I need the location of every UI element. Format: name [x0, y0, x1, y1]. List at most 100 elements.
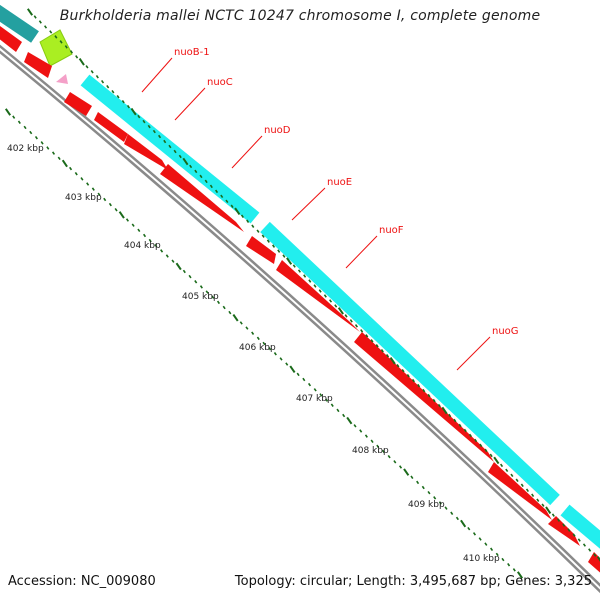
- minor-tick: [49, 30, 53, 34]
- green-feature[interactable]: [39, 29, 73, 67]
- cds-feature[interactable]: [160, 164, 244, 232]
- minor-tick: [531, 493, 535, 497]
- minor-tick: [245, 326, 249, 330]
- outer-ticks: [26, 8, 600, 562]
- minor-tick: [239, 321, 243, 325]
- minor-tick: [173, 149, 177, 154]
- minor-tick: [46, 146, 50, 150]
- gene-label[interactable]: nuoB-1: [174, 47, 210, 58]
- minor-tick: [97, 192, 101, 197]
- cds-feature[interactable]: [588, 552, 600, 576]
- gene-label[interactable]: nuoD: [264, 125, 291, 136]
- minor-tick: [296, 372, 300, 377]
- minor-tick: [261, 234, 265, 238]
- major-tick: [182, 157, 189, 166]
- major-tick: [596, 556, 600, 562]
- minor-tick: [313, 388, 317, 392]
- gene-label[interactable]: nuoG: [492, 326, 519, 337]
- cds-feature[interactable]: [488, 462, 552, 520]
- minor-tick: [432, 398, 436, 403]
- minor-tick: [215, 189, 219, 194]
- minor-tick: [500, 463, 504, 468]
- minor-tick: [154, 244, 158, 248]
- pink-feature[interactable]: [56, 74, 68, 84]
- minor-tick: [334, 304, 338, 308]
- minor-tick: [163, 139, 167, 144]
- minor-tick: [251, 224, 255, 228]
- minor-tick: [479, 443, 483, 448]
- minor-tick: [453, 418, 457, 423]
- minor-tick: [365, 334, 369, 338]
- major-tick: [337, 307, 344, 315]
- minor-tick: [282, 254, 286, 258]
- gene-label[interactable]: nuoE: [327, 177, 352, 188]
- minor-tick: [297, 269, 301, 273]
- minor-tick: [472, 532, 477, 536]
- cds-feature[interactable]: [24, 52, 52, 78]
- minor-tick: [277, 249, 281, 253]
- cds-feature[interactable]: [246, 236, 276, 264]
- minor-tick: [474, 438, 478, 443]
- minor-tick: [313, 284, 317, 288]
- major-tick: [26, 8, 34, 16]
- major-tick: [389, 356, 396, 365]
- cds-feature[interactable]: [124, 134, 168, 170]
- minor-tick: [567, 528, 571, 532]
- minor-tick: [225, 199, 229, 204]
- minor-tick: [588, 548, 592, 552]
- minor-tick: [381, 449, 386, 454]
- minor-tick: [106, 84, 110, 89]
- minor-tick: [448, 413, 452, 418]
- reverse-strand-track: [0, 26, 600, 576]
- cds-feature[interactable]: [276, 260, 360, 332]
- minor-tick: [292, 264, 296, 268]
- major-tick: [460, 519, 467, 528]
- minor-tick: [468, 433, 472, 438]
- minor-tick: [478, 537, 482, 541]
- cds-feature[interactable]: [94, 112, 128, 142]
- minor-tick: [536, 498, 540, 502]
- cds-feature[interactable]: [354, 332, 494, 462]
- gene-label[interactable]: nuoF: [379, 225, 404, 236]
- minor-tick: [268, 346, 272, 351]
- minor-tick: [142, 233, 147, 238]
- minor-tick: [450, 511, 454, 515]
- cds-feature[interactable]: [548, 516, 580, 546]
- minor-tick: [44, 25, 48, 29]
- kbp-label: 404 kbp: [124, 241, 161, 251]
- minor-tick: [103, 197, 107, 202]
- minor-tick: [230, 204, 234, 209]
- minor-tick: [91, 187, 95, 191]
- minor-tick: [152, 129, 156, 134]
- minor-tick: [279, 357, 283, 361]
- minor-tick: [240, 214, 244, 218]
- minor-tick: [251, 331, 255, 335]
- minor-tick: [108, 202, 112, 207]
- minor-tick: [507, 562, 511, 567]
- gene-label[interactable]: nuoC: [207, 77, 233, 88]
- minor-tick: [158, 134, 162, 139]
- kbp-label: 410 kbp: [463, 554, 500, 564]
- minor-tick: [199, 174, 203, 179]
- minor-tick: [393, 460, 397, 464]
- minor-tick: [40, 141, 44, 145]
- minor-tick: [353, 424, 357, 428]
- minor-tick: [205, 290, 209, 294]
- minor-tick: [572, 533, 576, 537]
- minor-tick: [354, 324, 358, 328]
- minor-tick: [525, 488, 529, 492]
- minor-tick: [427, 393, 431, 398]
- minor-tick: [515, 478, 519, 483]
- minor-tick: [285, 362, 289, 366]
- minor-tick: [38, 20, 42, 24]
- minor-tick: [380, 349, 384, 353]
- inner-ticks: [4, 108, 524, 579]
- minor-tick: [147, 124, 151, 129]
- minor-tick: [137, 228, 141, 233]
- minor-tick: [495, 552, 499, 557]
- cds-feature[interactable]: [64, 92, 92, 116]
- minor-tick: [194, 169, 198, 174]
- cds-feature[interactable]: [0, 26, 22, 52]
- major-tick: [346, 416, 353, 425]
